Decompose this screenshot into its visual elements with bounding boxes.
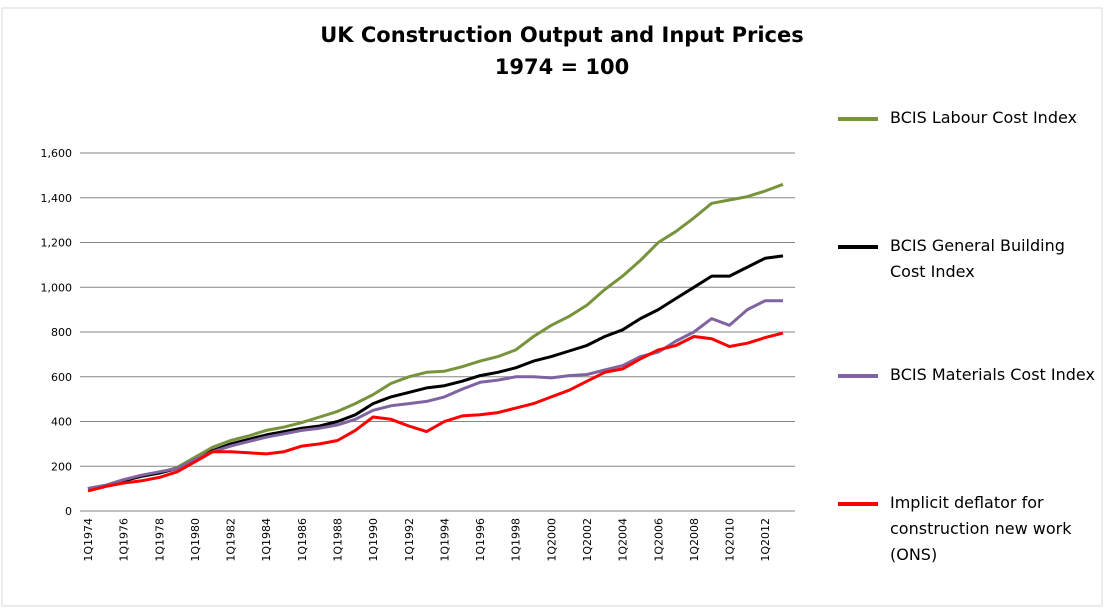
x-tick-label: 1Q2002 [581, 518, 594, 562]
legend-label: BCIS General Building Cost Index [890, 236, 1065, 281]
legend-swatch [838, 117, 878, 121]
chart-subtitle: 1974 = 100 [495, 55, 630, 79]
series-line [87, 299, 783, 491]
x-tick-label: 1Q2012 [759, 518, 772, 562]
legend-item: BCIS Materials Cost Index [838, 362, 1100, 388]
x-tick-label: 1Q2004 [617, 518, 630, 562]
series-line [87, 331, 784, 493]
legend-item: BCIS Labour Cost Index [838, 105, 1100, 131]
y-tick-label: 400 [51, 416, 72, 429]
x-tick-label: 1Q1994 [438, 518, 451, 562]
x-tick-label: 1Q1990 [367, 518, 380, 562]
legend-item: BCIS General Building Cost Index [838, 233, 1100, 285]
legend-item: Implicit deflator for construction new w… [838, 490, 1100, 568]
legend-label: BCIS Materials Cost Index [890, 365, 1095, 384]
y-tick-label: 1,400 [41, 192, 73, 205]
y-tick-label: 200 [51, 460, 72, 473]
y-tick-label: 1,600 [41, 147, 73, 160]
x-tick-label: 1Q2010 [724, 518, 737, 562]
x-tick-label: 1Q1982 [225, 518, 238, 562]
x-tick-label: 1Q2006 [652, 518, 665, 562]
x-tick-label: 1Q1986 [296, 518, 309, 562]
y-tick-label: 0 [65, 505, 72, 518]
x-tick-label: 1Q1980 [189, 518, 202, 562]
x-tick-label: 1Q1978 [153, 518, 166, 562]
legend-swatch [838, 502, 878, 506]
x-tick-label: 1Q1988 [331, 518, 344, 562]
x-tick-label: 1Q1992 [403, 518, 416, 562]
chart-border [1, 7, 1103, 607]
legend-swatch [838, 245, 878, 249]
x-tick-label: 1Q1998 [510, 518, 523, 562]
y-tick-label: 600 [51, 371, 72, 384]
x-tick-label: 1Q1976 [118, 518, 131, 562]
x-tick-label: 1Q2000 [545, 518, 558, 562]
x-tick-label: 1Q1984 [260, 518, 273, 562]
chart-title: UK Construction Output and Input Prices [320, 23, 804, 47]
legend-label: Implicit deflator for construction new w… [890, 493, 1072, 564]
y-tick-label: 800 [51, 326, 72, 339]
legend-swatch [838, 374, 878, 378]
x-tick-label: 1Q2008 [688, 518, 701, 562]
series-line [87, 182, 784, 491]
y-tick-label: 1,200 [41, 237, 73, 250]
y-tick-label: 1,000 [41, 281, 73, 294]
x-tick-label: 1Q1974 [82, 518, 95, 562]
legend-label: BCIS Labour Cost Index [890, 108, 1077, 127]
x-tick-label: 1Q1996 [474, 518, 487, 562]
